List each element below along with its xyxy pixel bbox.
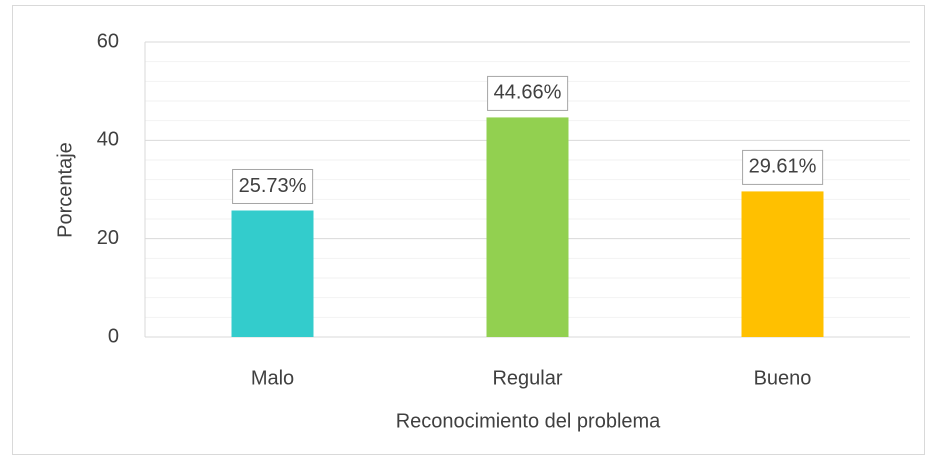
bar <box>231 210 314 337</box>
y-tick-label: 20 <box>97 227 119 249</box>
bar <box>486 117 569 338</box>
y-tick-label: 0 <box>108 325 119 347</box>
x-tick-label: Regular <box>492 367 562 389</box>
data-label: 25.73% <box>239 175 307 197</box>
data-label-box <box>232 168 314 204</box>
y-tick-label: 40 <box>97 129 119 151</box>
x-axis-title: Reconocimiento del problema <box>396 410 661 432</box>
bar <box>741 191 824 337</box>
x-tick-label: Malo <box>251 367 294 389</box>
data-label-box <box>742 149 824 185</box>
y-tick-label: 60 <box>97 30 119 52</box>
data-label: 29.61% <box>749 156 817 178</box>
data-label: 44.66% <box>494 82 562 104</box>
data-label-box <box>487 75 569 111</box>
x-tick-label: Bueno <box>754 367 812 389</box>
y-axis-title: Porcentaje <box>54 142 76 238</box>
